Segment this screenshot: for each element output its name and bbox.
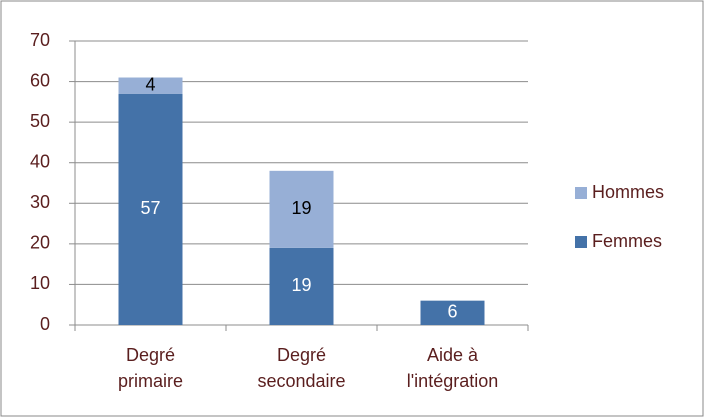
x-tick-label: Degré xyxy=(126,345,175,365)
x-tick-label: Aide à xyxy=(427,345,479,365)
legend-swatch xyxy=(575,236,587,248)
bar-segment xyxy=(269,247,334,325)
y-tick-label: 60 xyxy=(30,70,50,90)
bar-segment xyxy=(118,77,183,94)
legend-swatch xyxy=(575,187,587,199)
x-tick-label: l'intégration xyxy=(407,371,499,391)
y-tick-label: 30 xyxy=(30,192,50,212)
data-label: 19 xyxy=(291,275,311,295)
data-label: 57 xyxy=(140,198,160,218)
bar-segment xyxy=(118,93,183,325)
x-tick-label: primaire xyxy=(118,371,183,391)
y-tick-label: 50 xyxy=(30,111,50,131)
legend-label: Hommes xyxy=(592,182,664,202)
data-label: 19 xyxy=(291,198,311,218)
bar-segment xyxy=(269,170,334,248)
x-tick-label: Degré xyxy=(277,345,326,365)
y-tick-label: 20 xyxy=(30,233,50,253)
legend-label: Femmes xyxy=(592,231,662,251)
y-tick-label: 10 xyxy=(30,273,50,293)
y-tick-label: 70 xyxy=(30,30,50,50)
x-tick-label: secondaire xyxy=(257,371,345,391)
bar-segment xyxy=(420,300,485,325)
data-label: 6 xyxy=(447,302,457,322)
y-tick-label: 0 xyxy=(40,314,50,334)
y-tick-label: 40 xyxy=(30,151,50,171)
data-label: 4 xyxy=(145,74,155,94)
